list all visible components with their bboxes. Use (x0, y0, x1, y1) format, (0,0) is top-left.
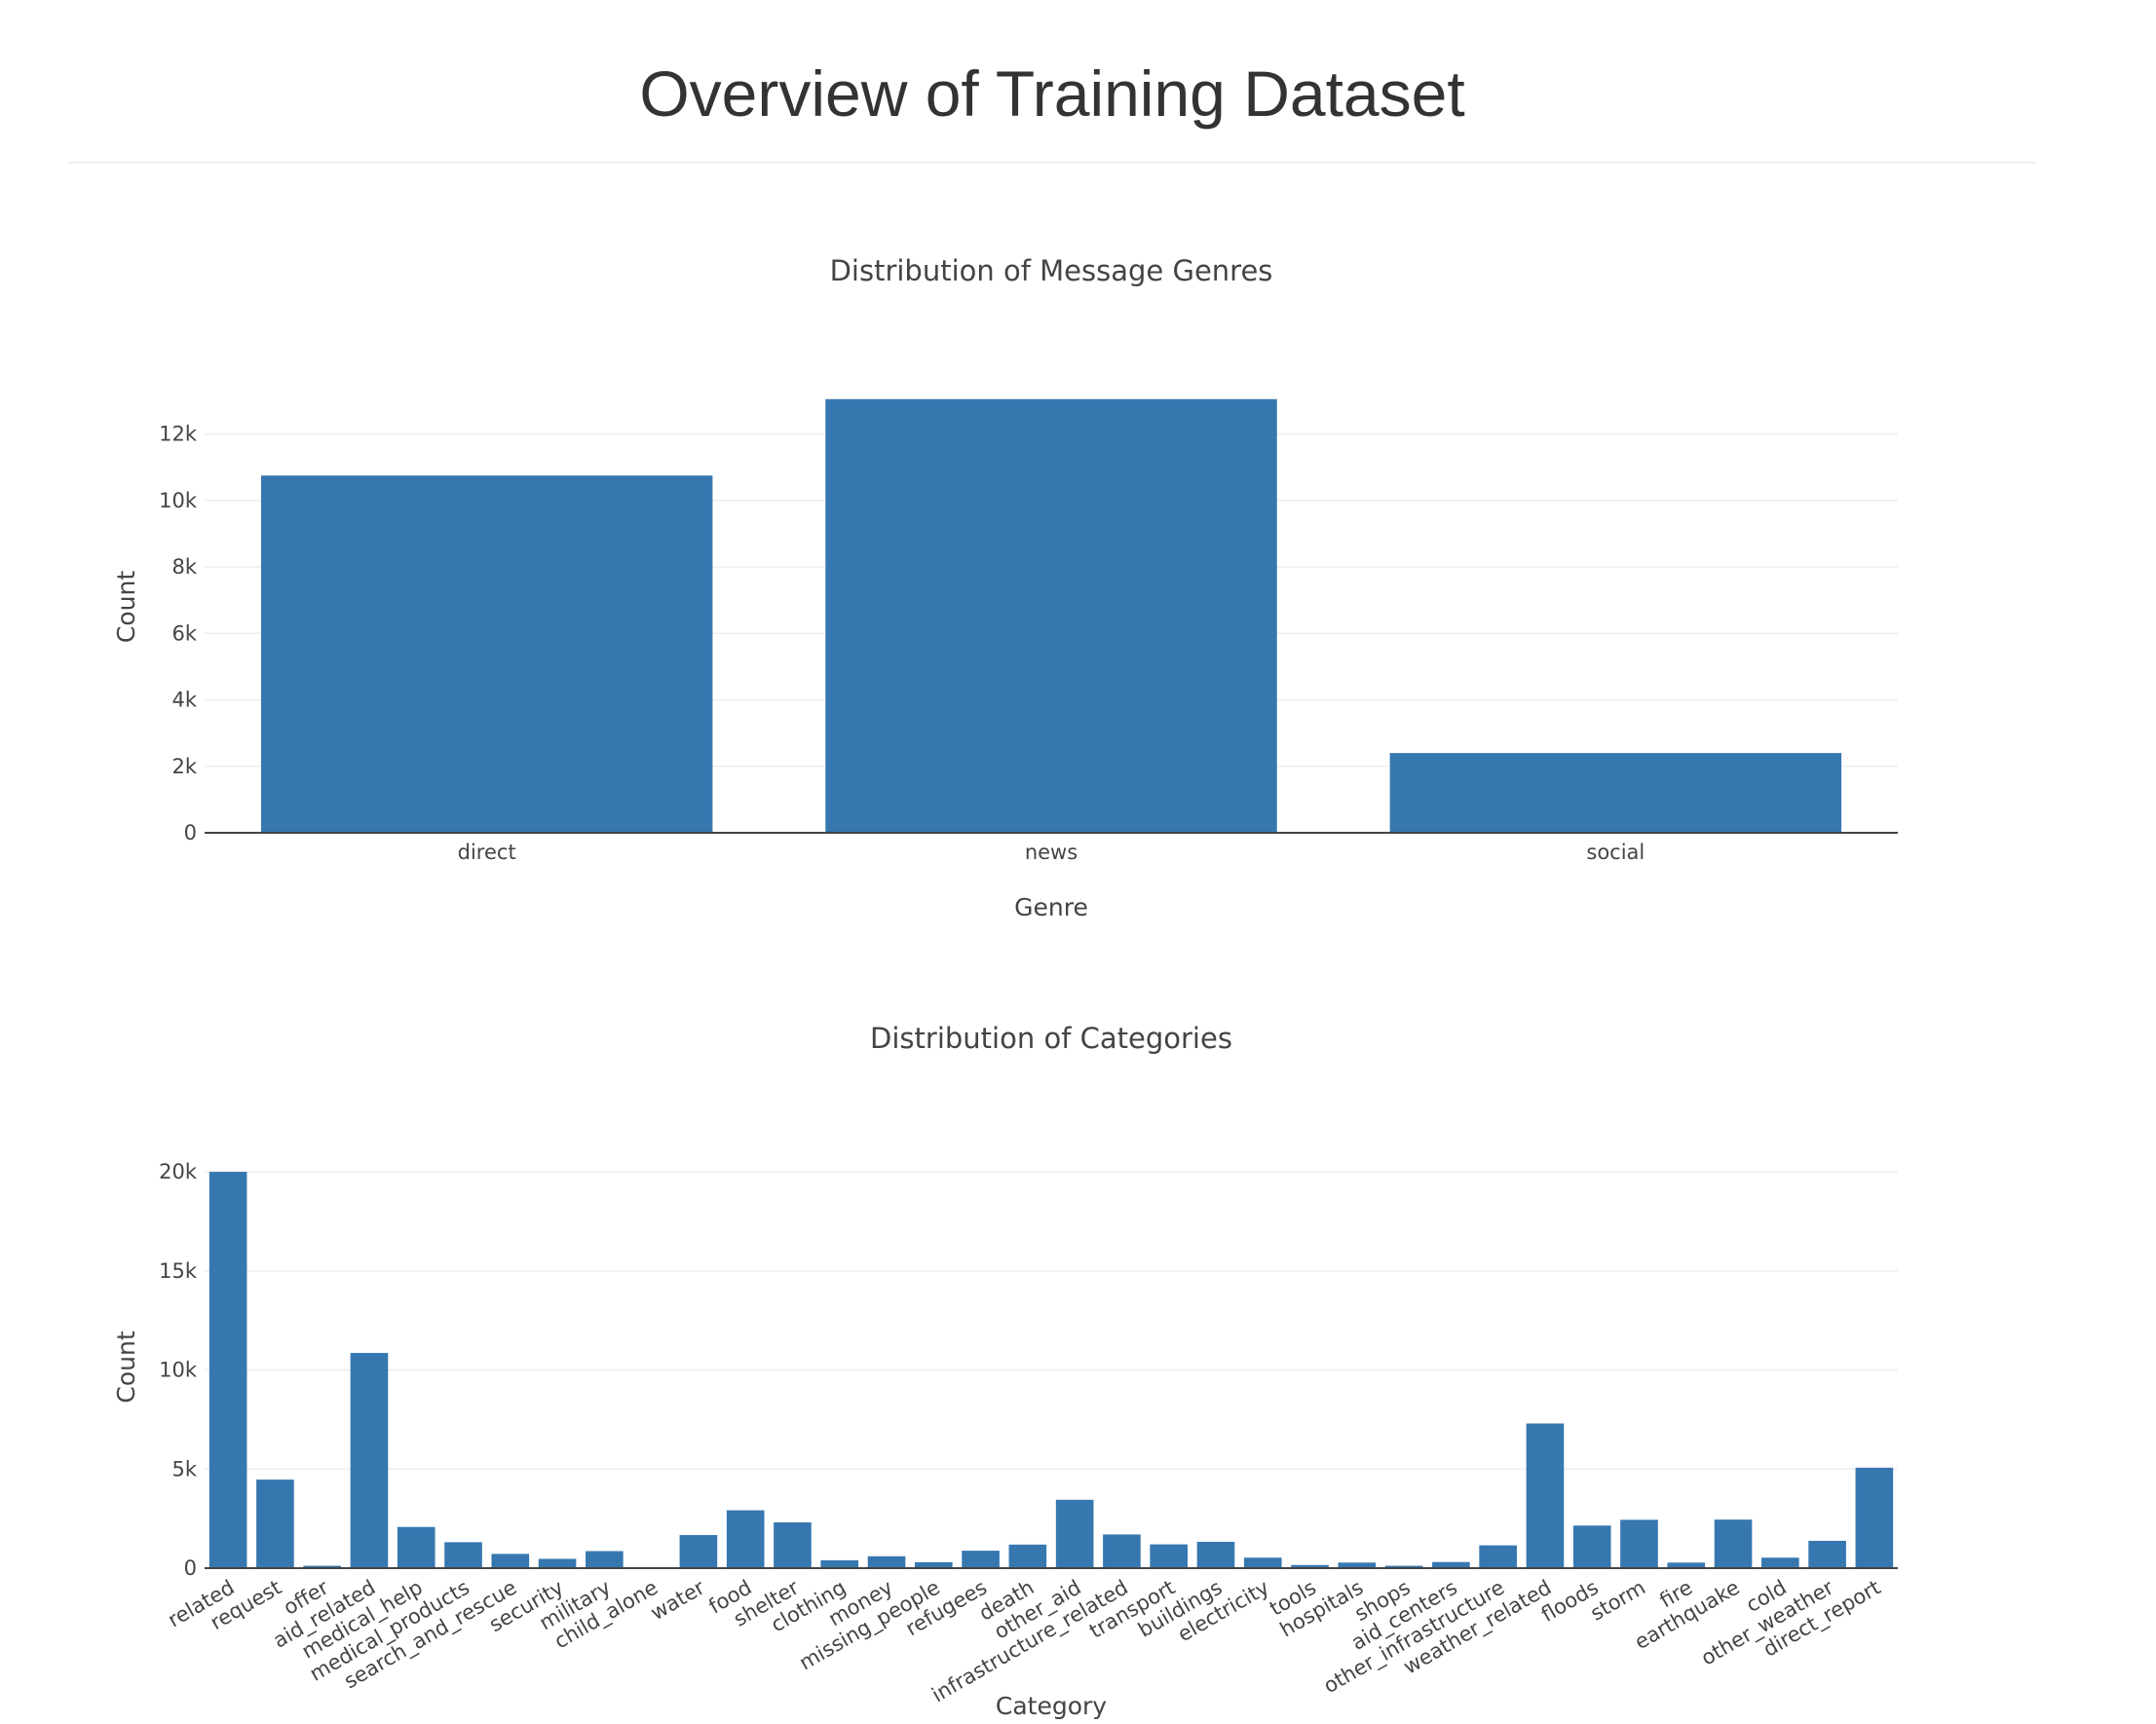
bar-news (825, 398, 1277, 833)
bar-hospitals (1338, 1562, 1377, 1568)
bar-water (679, 1535, 718, 1568)
bar-aid-related (350, 1353, 389, 1568)
y-tick-label: 10k (159, 489, 198, 512)
y-tick-label: 12k (159, 423, 198, 446)
genres-x-axis-label: Genre (1014, 893, 1088, 921)
bar-fire (1667, 1562, 1706, 1568)
categories-chart-svg: Distribution of Categories05k10k15k20kre… (112, 1022, 1898, 1720)
page-header: Overview of Training Dataset (68, 0, 2036, 164)
bar-earthquake (1714, 1519, 1753, 1568)
x-tick-label: water (647, 1575, 709, 1625)
y-tick-label: 8k (171, 555, 197, 579)
bar-shops (1384, 1565, 1423, 1568)
bar-infrastructure-related (1103, 1534, 1141, 1568)
y-tick-label: 0 (184, 1556, 197, 1580)
bar-cold (1760, 1557, 1799, 1568)
bar-request (256, 1480, 294, 1568)
bar-missing-people (914, 1561, 953, 1568)
x-tick-label: direct (458, 841, 516, 864)
bar-money (867, 1555, 906, 1568)
categories-x-axis-label: Category (996, 1692, 1107, 1720)
bar-weather-related (1526, 1423, 1565, 1568)
bar-medical-help (397, 1526, 435, 1568)
bar-tools (1291, 1564, 1329, 1568)
y-tick-label: 20k (159, 1160, 198, 1183)
bar-direct (260, 475, 713, 833)
bar-social (1389, 753, 1842, 833)
bar-floods (1572, 1525, 1611, 1568)
y-tick-label: 6k (171, 621, 197, 645)
y-tick-label: 2k (171, 755, 197, 778)
categories-chart-title: Distribution of Categories (870, 1022, 1232, 1055)
categories-y-axis-label: Count (112, 1330, 140, 1403)
y-tick-label: 4k (171, 689, 197, 712)
bar-clothing (820, 1559, 859, 1568)
bar-death (1008, 1544, 1047, 1568)
bar-search-and-rescue (491, 1554, 530, 1568)
bar-direct-report (1855, 1467, 1894, 1568)
page-title: Overview of Training Dataset (639, 57, 1465, 130)
bar-shelter (774, 1522, 812, 1568)
y-tick-label: 0 (184, 821, 197, 844)
y-tick-label: 5k (171, 1457, 197, 1480)
bar-military (586, 1551, 624, 1568)
bar-refugees (962, 1551, 1000, 1568)
bar-storm (1620, 1519, 1658, 1568)
x-tick-label: storm (1586, 1576, 1649, 1626)
category-distribution-chart: Distribution of Categories 0 5k 10k 15k 20k re… (0, 992, 2156, 1724)
y-tick-label: 10k (159, 1359, 198, 1382)
bar-transport (1150, 1544, 1189, 1568)
genre-distribution-chart: Distribution of Message Genres 0 2k 4k 6k 8k 1… (0, 214, 2156, 974)
bar-aid-centers (1432, 1561, 1470, 1568)
bar-other-weather (1808, 1540, 1846, 1568)
x-tick-label: news (1025, 841, 1078, 864)
bar-other-infrastructure (1479, 1545, 1517, 1568)
x-tick-label: social (1586, 841, 1645, 864)
bar-buildings (1196, 1541, 1235, 1568)
bar-other-aid (1055, 1499, 1094, 1568)
bar-security (538, 1558, 577, 1568)
bar-related (208, 1172, 247, 1568)
genres-chart-title: Distribution of Message Genres (830, 254, 1273, 287)
genres-y-axis-label: Count (112, 571, 140, 643)
genres-chart-svg: Distribution of Message Genres 0 2k 4k 6k 8k 1… (112, 254, 1898, 921)
bar-electricity (1243, 1557, 1282, 1568)
bar-medical-products (444, 1542, 482, 1568)
bar-food (726, 1510, 765, 1568)
y-tick-label: 15k (159, 1259, 198, 1283)
bar-offer (303, 1565, 342, 1568)
